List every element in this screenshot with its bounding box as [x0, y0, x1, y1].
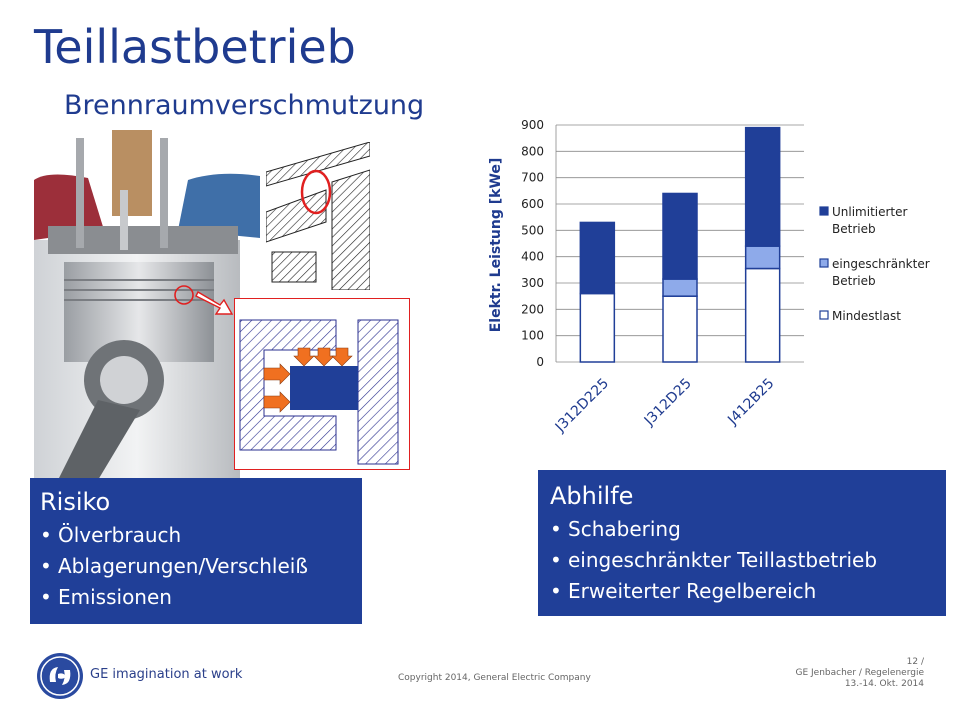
y-tick-label: 900 — [521, 118, 544, 132]
bar-segment — [662, 295, 698, 363]
engine-cutaway-illustration — [34, 130, 260, 480]
risk-heading: Risiko — [40, 488, 111, 516]
bar-segment — [579, 292, 616, 363]
risk-list: Ölverbrauch Ablagerungen/Verschleiß Emis… — [40, 520, 362, 613]
x-tick-label: J412B25 — [724, 376, 777, 429]
y-tick-label: 100 — [521, 329, 544, 343]
x-tick-label: J312D225 — [552, 376, 612, 436]
legend-label: Unlimitierter Betrieb — [832, 205, 908, 236]
copyright-text: Copyright 2014, General Electric Company — [398, 673, 591, 683]
remedy-list: Schabering eingeschränkter Teillastbetri… — [550, 514, 946, 607]
ge-tagline: GE imagination at work — [90, 667, 243, 682]
bar-segment — [744, 267, 781, 363]
event-date: 13.-14. Okt. 2014 — [844, 679, 924, 689]
risk-item: Ablagerungen/Verschleiß — [40, 551, 362, 582]
y-tick-label: 700 — [521, 171, 544, 185]
legend-swatch — [819, 310, 829, 320]
page-title: Teillastbetrieb — [34, 20, 356, 74]
remedy-box: Abhilfe Schabering eingeschränkter Teill… — [538, 470, 946, 616]
bar-segment — [662, 278, 698, 297]
y-tick-label: 200 — [521, 302, 544, 316]
ring-groove-detail-illustration — [234, 298, 410, 470]
y-tick-label: 600 — [521, 197, 544, 211]
remedy-heading: Abhilfe — [550, 482, 634, 510]
legend-label: eingeschränkter Betrieb — [832, 257, 930, 288]
chart-x-tick-labels: J312D225 J312D25 J412B25 — [552, 376, 778, 436]
ge-logo-icon — [37, 653, 83, 699]
chart-bars — [579, 126, 781, 363]
event-name: GE Jenbacher / Regelenergie — [795, 668, 925, 678]
y-tick-label: 0 — [536, 355, 544, 369]
legend-swatch — [819, 206, 829, 216]
remedy-item: Schabering — [550, 514, 946, 545]
remedy-item: Erweiterter Regelbereich — [550, 576, 946, 607]
remedy-item: eingeschränkter Teillastbetrieb — [550, 545, 946, 576]
chart-y-tick-labels: 0 100 200 300 400 500 600 700 800 900 — [521, 118, 544, 369]
page-subtitle: Brennraumverschmutzung — [64, 90, 425, 121]
bar-segment — [579, 221, 616, 295]
footer-info: 12 / GE Jenbacher / Regelenergie 13.-14.… — [796, 657, 925, 690]
page-number: 12 / — [906, 657, 924, 667]
bar-segment — [662, 192, 698, 280]
x-tick-label: J312D25 — [641, 376, 695, 430]
legend-swatch — [819, 258, 829, 268]
bar-segment — [744, 126, 781, 247]
bar-segment — [744, 245, 781, 270]
y-tick-label: 300 — [521, 276, 544, 290]
technical-drawing-illustration — [266, 142, 370, 290]
legend-label: Mindestlast — [832, 309, 901, 323]
risk-box: Risiko Ölverbrauch Ablagerungen/Verschle… — [30, 478, 362, 624]
risk-item: Ölverbrauch — [40, 520, 362, 551]
y-tick-label: 800 — [521, 144, 544, 158]
chart-legend: Unlimitierter Betrieb eingeschränkter Betri… — [819, 205, 930, 323]
risk-item: Emissionen — [40, 582, 362, 613]
y-tick-label: 500 — [521, 223, 544, 237]
chart-y-axis-label: Elektr. Leistung [kWe] — [488, 158, 504, 333]
y-tick-label: 400 — [521, 250, 544, 264]
